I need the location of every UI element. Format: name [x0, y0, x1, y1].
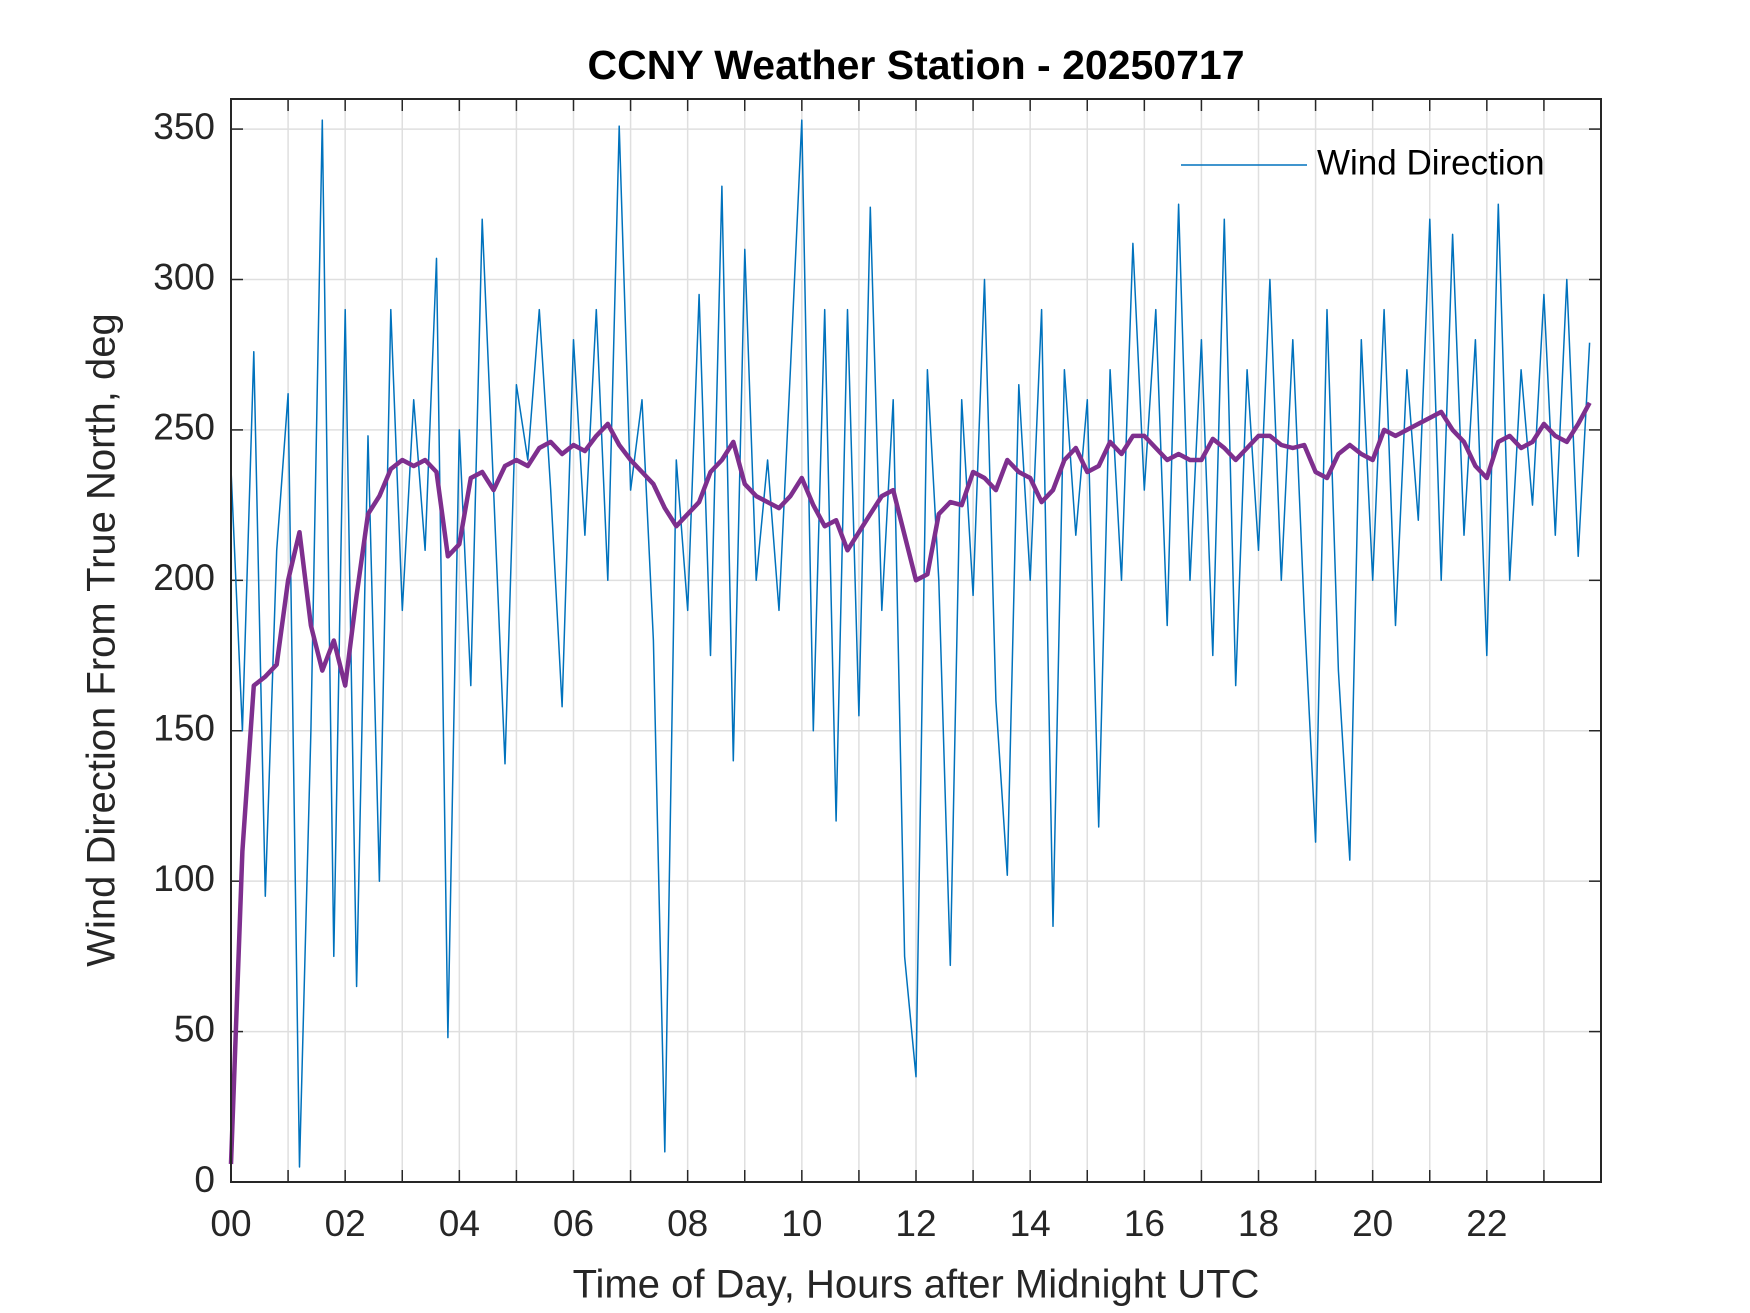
x-tick-label: 22 [1466, 1203, 1507, 1244]
x-tick-label: 20 [1352, 1203, 1393, 1244]
y-tick-label: 300 [153, 256, 215, 297]
y-axis-label: Wind Direction From True North, deg [80, 313, 124, 967]
x-tick-label: 00 [210, 1203, 251, 1244]
x-axis-label: Time of Day, Hours after Midnight UTC [573, 1263, 1260, 1307]
x-tick-label: 06 [553, 1203, 594, 1244]
y-tick-label: 150 [153, 708, 215, 749]
x-tick-label: 16 [1124, 1203, 1165, 1244]
y-tick-label: 200 [153, 557, 215, 598]
y-tick-label: 0 [194, 1159, 215, 1200]
x-tick-label: 12 [895, 1203, 936, 1244]
chart-title: CCNY Weather Station - 20250717 [587, 42, 1244, 88]
x-tick-label: 02 [325, 1203, 366, 1244]
x-tick-label: 18 [1238, 1203, 1279, 1244]
data-line [230, 119, 1591, 1168]
x-tick-label: 04 [439, 1203, 480, 1244]
x-tick-label: 14 [1010, 1203, 1051, 1244]
legend-label: Wind Direction [1317, 143, 1545, 182]
y-tick-label: 250 [153, 407, 215, 448]
x-tick-label: 08 [667, 1203, 708, 1244]
y-tick-label: 100 [153, 858, 215, 899]
y-tick-label: 50 [174, 1008, 215, 1049]
x-tick-label: 10 [781, 1203, 822, 1244]
plot-frame [230, 98, 1602, 1183]
y-tick-label: 350 [153, 106, 215, 147]
data-line [228, 401, 1592, 1165]
